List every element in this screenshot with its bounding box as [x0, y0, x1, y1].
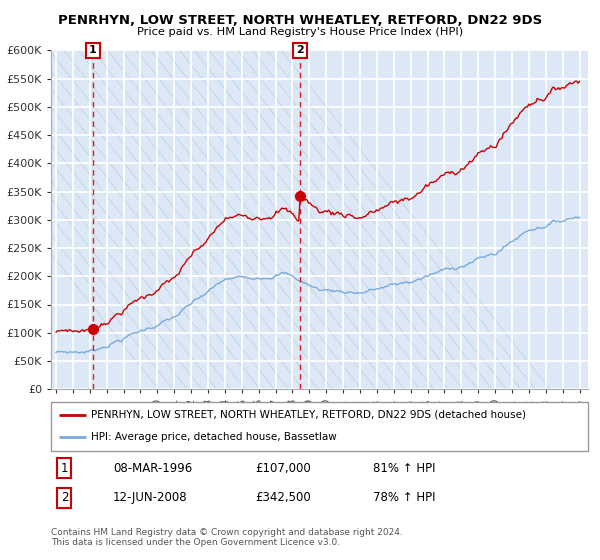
Text: 2: 2 — [296, 45, 304, 55]
Text: Contains HM Land Registry data © Crown copyright and database right 2024.
This d: Contains HM Land Registry data © Crown c… — [51, 528, 403, 547]
Text: 2: 2 — [61, 491, 68, 505]
Text: 08-MAR-1996: 08-MAR-1996 — [113, 461, 192, 475]
Text: 78% ↑ HPI: 78% ↑ HPI — [373, 491, 436, 505]
Text: 1: 1 — [89, 45, 97, 55]
Text: £107,000: £107,000 — [255, 461, 311, 475]
FancyBboxPatch shape — [51, 402, 588, 451]
Text: Price paid vs. HM Land Registry's House Price Index (HPI): Price paid vs. HM Land Registry's House … — [137, 27, 463, 37]
Text: 1: 1 — [61, 461, 68, 475]
Text: PENRHYN, LOW STREET, NORTH WHEATLEY, RETFORD, DN22 9DS (detached house): PENRHYN, LOW STREET, NORTH WHEATLEY, RET… — [91, 410, 526, 420]
Text: PENRHYN, LOW STREET, NORTH WHEATLEY, RETFORD, DN22 9DS: PENRHYN, LOW STREET, NORTH WHEATLEY, RET… — [58, 14, 542, 27]
Text: £342,500: £342,500 — [255, 491, 311, 505]
Text: 81% ↑ HPI: 81% ↑ HPI — [373, 461, 436, 475]
Text: HPI: Average price, detached house, Bassetlaw: HPI: Average price, detached house, Bass… — [91, 432, 337, 442]
Text: 12-JUN-2008: 12-JUN-2008 — [113, 491, 187, 505]
